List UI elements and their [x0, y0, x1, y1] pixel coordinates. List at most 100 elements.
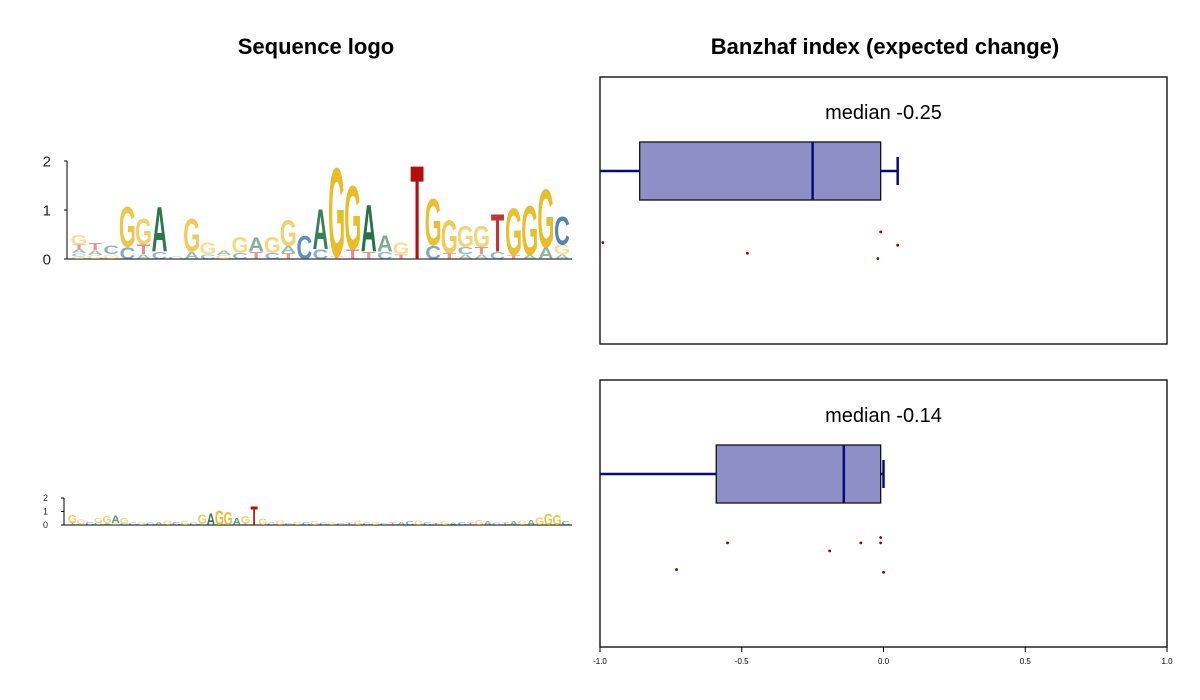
data-point — [896, 243, 900, 247]
bottom-letter-G: G — [180, 520, 189, 526]
top-letter-G: G — [553, 242, 570, 257]
top-letter-A: A — [554, 253, 570, 260]
top-letter-G: G — [344, 167, 361, 269]
bottom-letter-C: C — [362, 522, 371, 526]
bottom-ytick-label: 2 — [43, 493, 48, 503]
top-letter-G: G — [392, 239, 409, 258]
top-letter-G: G — [103, 253, 120, 260]
bottom-letter-A: A — [207, 511, 216, 529]
x-tick-label: -0.5 — [735, 657, 749, 666]
bottom-letter-G: G — [102, 515, 111, 526]
top-letter-A: A — [152, 195, 168, 266]
bottom-letter-C: C — [146, 522, 155, 526]
data-point — [746, 251, 749, 255]
banzhaf-panel-1: median -0.25 — [599, 76, 1168, 345]
bottom-letter-A: A — [103, 522, 111, 525]
bottom-letter-C: C — [77, 523, 85, 525]
bottom-letter-G: G — [518, 520, 527, 528]
bottom-letter-C: C — [172, 521, 181, 526]
bottom-letter-G: G — [111, 522, 121, 525]
top-letter-C: C — [313, 247, 329, 262]
bottom-letter-C: C — [129, 522, 138, 526]
bottom-letter-G: G — [120, 517, 130, 525]
data-point — [859, 541, 863, 545]
top-letter-G: G — [328, 142, 345, 284]
bottom-letter-G: G — [475, 519, 485, 527]
bottom-letter-C: C — [302, 521, 311, 526]
top-letter-T: T — [282, 252, 295, 261]
top-letter-G: G — [280, 214, 297, 254]
x-tick-label: 0.5 — [1020, 657, 1032, 666]
bottom-letter-T: T — [69, 522, 77, 526]
bottom-letter-C: C — [85, 521, 94, 526]
x-tick-label: 1.0 — [1161, 657, 1173, 666]
bottom-letter-G: G — [310, 520, 319, 526]
top-letter-G: G — [87, 255, 104, 261]
bottom-letter-T: T — [432, 522, 440, 525]
top-letter-A: A — [136, 253, 152, 260]
top-letter-G: G — [183, 209, 200, 262]
top-letter-C: C — [554, 208, 570, 253]
bottom-letter-A: A — [111, 514, 119, 526]
x-tick-label: -1.0 — [593, 657, 607, 666]
top-letter-T: T — [491, 203, 504, 263]
data-point — [726, 541, 729, 545]
top-letter-A: A — [474, 253, 490, 260]
top-letter-C: C — [168, 256, 184, 260]
bottom-letter-C: C — [336, 522, 344, 525]
bottom-letter-G: G — [440, 520, 449, 526]
bottom-letter-C: C — [94, 522, 103, 526]
bottom-letter-C: C — [319, 522, 328, 526]
top-letter-A: A — [280, 244, 296, 255]
data-point — [675, 568, 678, 571]
bottom-letter-C: C — [189, 522, 198, 526]
top-letter-G: G — [473, 219, 490, 253]
top-letter-T: T — [346, 247, 359, 262]
top-letter-G: G — [425, 185, 442, 260]
panel-frame — [599, 76, 1168, 345]
iqr-box — [639, 141, 882, 201]
top-letter-G: G — [457, 219, 474, 253]
top-letter-A: A — [377, 230, 393, 257]
bottom-letter-G: G — [552, 512, 561, 529]
bottom-letter-T: T — [250, 502, 257, 532]
top-letter-G: G — [199, 239, 216, 258]
top-letter-C: C — [425, 243, 441, 263]
top-letter-T: T — [394, 253, 408, 260]
bottom-letter-A: A — [510, 520, 519, 526]
top-letter-T: T — [88, 241, 102, 252]
top-letter-A: A — [216, 249, 232, 256]
top-letter-C: C — [490, 250, 506, 261]
bottom-letter-G: G — [275, 520, 284, 528]
bottom-letter-A: A — [397, 521, 406, 526]
top-letter-A: A — [538, 244, 554, 263]
top-letter-T: T — [507, 255, 521, 261]
bottom-letter-G: G — [371, 521, 380, 526]
top-ytick-label: 2 — [43, 153, 51, 170]
bottom-letter-A: A — [233, 517, 242, 528]
banzhaf-title: Banzhaf index (expected change) — [710, 34, 1060, 59]
bottom-letter-G: G — [224, 509, 233, 529]
top-letter-A: A — [87, 249, 103, 256]
bottom-letter-A: A — [484, 520, 493, 526]
top-letter-A: A — [71, 249, 87, 255]
bottom-letter-G: G — [137, 521, 146, 526]
top-letter-T: T — [475, 245, 489, 256]
top-letter-C: C — [71, 253, 87, 258]
bottom-letter-G: G — [241, 515, 250, 527]
top-letter-T: T — [330, 256, 344, 260]
top-letter-G: G — [119, 197, 136, 260]
top-letter-C: C — [119, 244, 135, 263]
median-label: median -0.14 — [825, 405, 942, 427]
bottom-letter-T: T — [346, 522, 354, 526]
bottom-letter-G: G — [535, 516, 544, 528]
data-point — [828, 549, 832, 553]
bottom-letter-T: T — [502, 522, 510, 526]
top-letter-G: G — [71, 232, 88, 247]
data-point — [879, 536, 883, 539]
top-letter-G: G — [215, 255, 232, 261]
median-label: median -0.25 — [825, 102, 942, 124]
bottom-letter-A: A — [527, 519, 535, 527]
